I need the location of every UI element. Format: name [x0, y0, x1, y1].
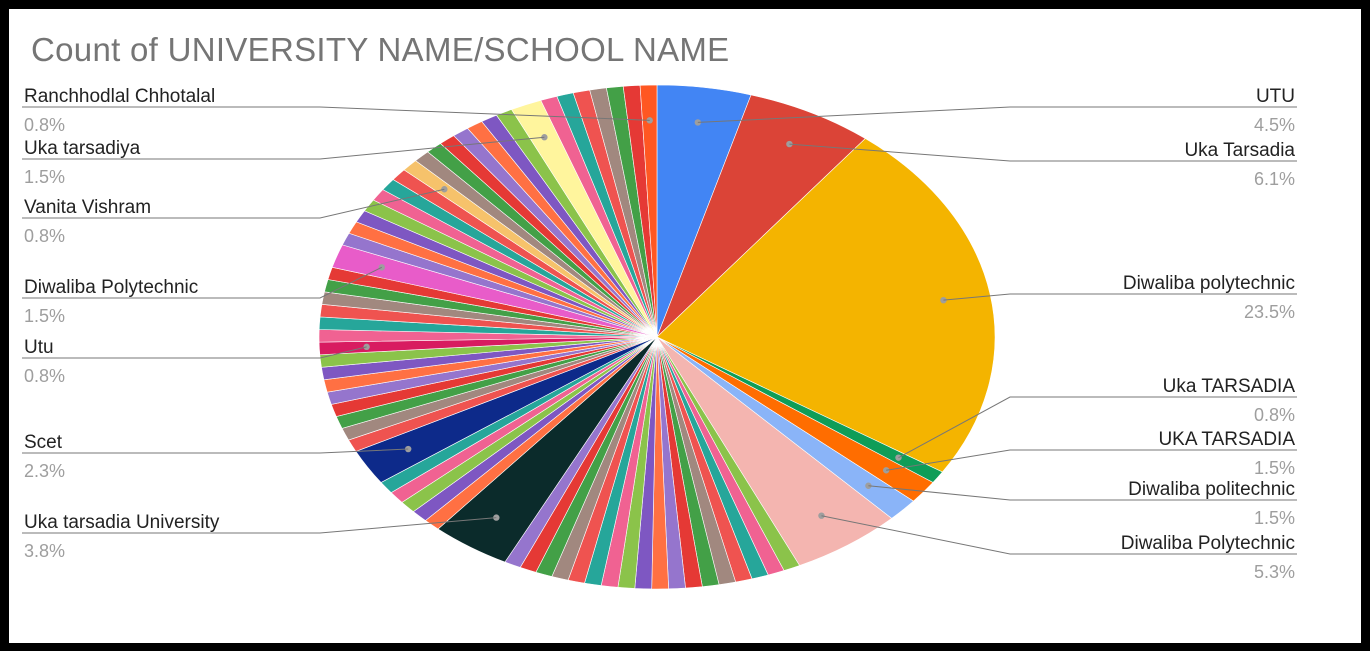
slice-label-name: UTU [1256, 86, 1295, 107]
slice-label-percent: 3.8% [24, 541, 65, 561]
slice-label-name: Uka TARSADIA [1163, 376, 1296, 397]
slice-label-percent: 6.1% [1254, 169, 1295, 189]
leader-line [22, 346, 367, 359]
leader-line [22, 448, 409, 454]
slice-label-percent: 2.3% [24, 461, 65, 481]
leader-line [22, 517, 497, 534]
slice-label-percent: 4.5% [1254, 115, 1295, 135]
leader-line [821, 515, 1297, 555]
slice-label-name: UKA TARSADIA [1158, 429, 1295, 450]
slice-label-percent: 23.5% [1244, 302, 1295, 322]
slice-label-name: Diwaliba Polytechnic [1121, 533, 1295, 554]
leader-line [22, 136, 545, 160]
slice-label-percent: 0.8% [24, 115, 65, 135]
slice-label-percent: 1.5% [1254, 508, 1295, 528]
slice-label-name: Uka tarsadiya [24, 138, 141, 159]
slice-label-name: Uka tarsadia University [24, 512, 220, 533]
slice-label-percent: 1.5% [24, 306, 65, 326]
slice-label-percent: 0.8% [1254, 405, 1295, 425]
leader-anchor [694, 119, 702, 126]
pie-slice-13 [639, 84, 658, 338]
chart-title: Count of UNIVERSITY NAME/SCHOOL NAME [31, 31, 730, 68]
slice-label-percent: 1.5% [1254, 458, 1295, 478]
leader-line [789, 143, 1297, 162]
slice-label-name: Diwaliba polytechnic [1123, 273, 1295, 294]
leader-anchor [646, 117, 653, 124]
slice-label-percent: 1.5% [24, 167, 65, 187]
slice-label-percent: 0.8% [24, 226, 65, 246]
pie-slice-1 [656, 94, 866, 338]
leader-line [898, 396, 1297, 459]
slice-label-name: Diwaliba Polytechnic [24, 277, 198, 298]
leader-line [697, 106, 1297, 123]
slice-label-percent: 0.8% [24, 366, 65, 386]
leader-line [943, 293, 1297, 301]
pie-slice-2 [656, 138, 996, 473]
slice-label-name: Utu [24, 337, 54, 358]
slice-label-name: Uka Tarsadia [1184, 140, 1295, 161]
slice-label-name: Vanita Vishram [24, 197, 151, 218]
leader-line [22, 106, 650, 121]
leader-anchor [378, 264, 385, 271]
slice-label-name: Ranchhodlal Chhotalal [24, 86, 215, 107]
leader-line [868, 485, 1297, 501]
slice-label-name: Scet [24, 432, 63, 453]
slice-label-name: Diwaliba politechnic [1128, 479, 1295, 500]
leader-line [22, 266, 382, 299]
leader-line [886, 449, 1297, 471]
slice-label-percent: 5.3% [1254, 562, 1295, 582]
leader-line [22, 188, 445, 219]
leader-anchor [865, 482, 872, 489]
